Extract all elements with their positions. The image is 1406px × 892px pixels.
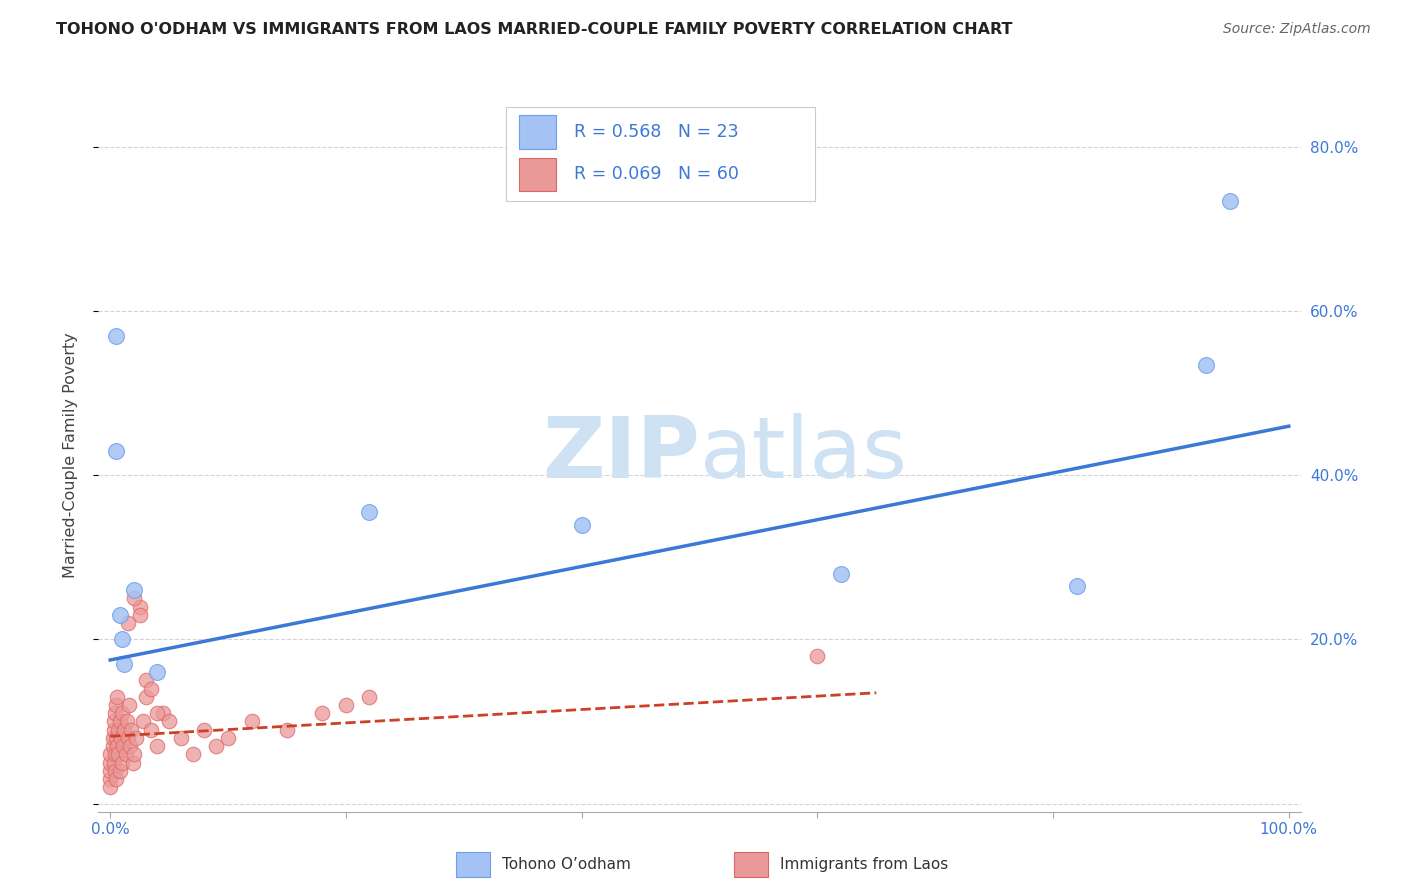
Bar <box>456 852 489 878</box>
Point <box>1195 358 1218 372</box>
Point <box>121 756 143 770</box>
Point <box>105 698 128 712</box>
Point <box>117 731 139 745</box>
Point <box>335 698 357 712</box>
Point <box>111 756 134 770</box>
Point <box>107 723 129 737</box>
Point <box>240 714 263 729</box>
Point <box>157 714 180 729</box>
Point <box>108 607 131 622</box>
Point <box>359 690 381 704</box>
Point <box>98 764 121 778</box>
Point <box>104 764 127 778</box>
Point <box>98 772 121 786</box>
Point <box>114 747 136 762</box>
Point <box>122 591 145 606</box>
Point <box>193 723 215 737</box>
Point <box>830 566 852 581</box>
Point <box>120 723 142 737</box>
Point <box>135 690 157 704</box>
Point <box>101 731 124 745</box>
Point <box>112 657 135 671</box>
Point <box>146 739 169 753</box>
Point <box>118 698 141 712</box>
Point <box>806 648 828 663</box>
Point <box>103 723 125 737</box>
Point <box>103 714 125 729</box>
Point <box>122 747 145 762</box>
Point <box>1219 194 1241 208</box>
Point <box>181 747 204 762</box>
Point <box>105 443 128 458</box>
Point <box>98 780 121 794</box>
Point <box>105 739 128 753</box>
Point <box>101 739 124 753</box>
Point <box>1066 579 1088 593</box>
Point <box>120 739 142 753</box>
Point <box>105 690 128 704</box>
Point <box>146 706 169 721</box>
Point <box>107 747 129 762</box>
Point <box>125 731 148 745</box>
Text: R = 0.069   N = 60: R = 0.069 N = 60 <box>574 166 740 184</box>
Point <box>141 723 163 737</box>
Text: atlas: atlas <box>700 413 907 497</box>
Point <box>146 665 169 680</box>
Point <box>115 714 138 729</box>
Text: TOHONO O'ODHAM VS IMMIGRANTS FROM LAOS MARRIED-COUPLE FAMILY POVERTY CORRELATION: TOHONO O'ODHAM VS IMMIGRANTS FROM LAOS M… <box>56 22 1012 37</box>
Point <box>98 747 121 762</box>
Point <box>122 583 145 598</box>
Point <box>359 505 381 519</box>
Point <box>111 632 134 647</box>
Point <box>217 731 239 745</box>
Point <box>112 739 135 753</box>
Bar <box>519 115 555 149</box>
Point <box>105 329 128 343</box>
Point <box>98 756 121 770</box>
Text: Immigrants from Laos: Immigrants from Laos <box>780 857 949 871</box>
Point <box>135 673 157 688</box>
Point <box>108 714 131 729</box>
Bar <box>519 158 555 191</box>
Text: ZIP: ZIP <box>541 413 700 497</box>
Point <box>103 756 125 770</box>
Point <box>105 731 128 745</box>
Y-axis label: Married-Couple Family Poverty: Married-Couple Family Poverty <box>63 332 77 578</box>
Point <box>117 616 139 631</box>
Bar <box>734 852 768 878</box>
Point <box>108 764 131 778</box>
Text: Tohono O’odham: Tohono O’odham <box>502 857 631 871</box>
Point <box>141 681 163 696</box>
Point <box>110 731 132 745</box>
Point <box>132 714 155 729</box>
Point <box>112 723 135 737</box>
Point <box>205 739 228 753</box>
Point <box>571 517 593 532</box>
Point <box>170 731 193 745</box>
Point <box>105 772 128 786</box>
Point <box>128 599 150 614</box>
Point <box>104 706 127 721</box>
Point <box>111 706 134 721</box>
Point <box>276 723 298 737</box>
Point <box>104 747 127 762</box>
Text: Source: ZipAtlas.com: Source: ZipAtlas.com <box>1223 22 1371 37</box>
Point <box>311 706 333 721</box>
Text: R = 0.568   N = 23: R = 0.568 N = 23 <box>574 123 738 141</box>
Point <box>152 706 174 721</box>
Point <box>128 607 150 622</box>
